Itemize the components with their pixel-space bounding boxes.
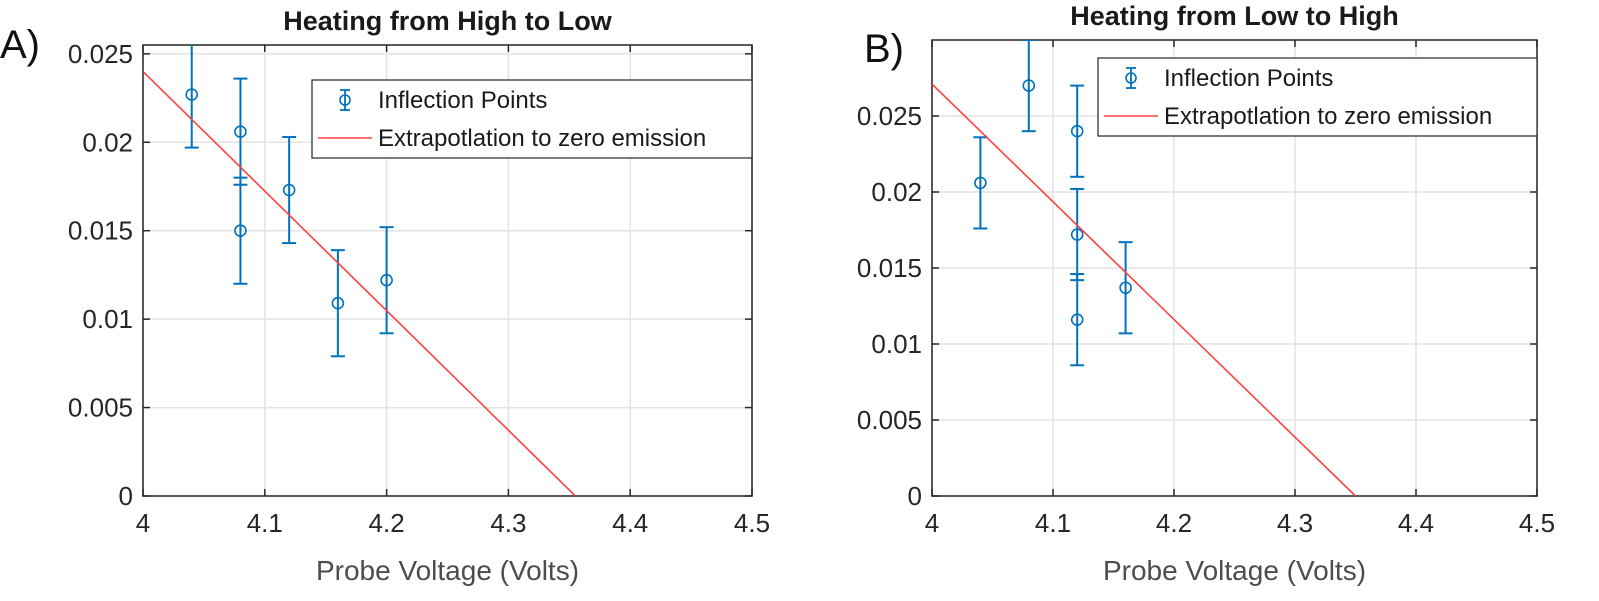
chart-panel-a: 4 4.1 4.2 4.3 4.4 4.5 0 0.005 0.01 0.015 0.02 0.025…: [0, 6, 770, 586]
legend-box: [1097, 57, 1538, 137]
x-tick-label: 4: [925, 508, 939, 538]
x-tick-label: 4.2: [369, 508, 405, 538]
panel-label: A): [0, 23, 40, 67]
y-tick-label: 0: [119, 481, 133, 511]
extrapolation-line: [932, 83, 1357, 496]
panel-label: B): [864, 27, 904, 71]
inflection-point: [330, 249, 345, 358]
y-tick-label: 0.01: [82, 304, 133, 334]
legend: Inflection Points Extrapotlation to zero …: [1097, 57, 1538, 137]
x-tick-label: 4.3: [1277, 508, 1313, 538]
data-marker: [1070, 124, 1084, 138]
x-tick-label: 4.1: [1035, 508, 1071, 538]
y-tick-label: 0.025: [68, 39, 133, 69]
y-tick-label: 0.01: [871, 329, 922, 359]
data-marker: [1070, 313, 1084, 326]
y-tick-label: 0: [908, 481, 922, 511]
inflection-point: [282, 135, 297, 245]
data-marker: [1070, 228, 1084, 241]
data-marker: [185, 88, 199, 101]
x-tick-label: 4.5: [734, 508, 770, 538]
plot-data: [143, 45, 576, 496]
y-tick-label: 0.005: [857, 405, 922, 435]
data-marker: [234, 224, 247, 238]
y-tick-label: 0.015: [857, 253, 922, 283]
x-axis-title: Probe Voltage (Volts): [1103, 555, 1366, 586]
legend-marker-icon: [1125, 72, 1137, 84]
legend: Inflection Points Extrapotlation to zero …: [311, 79, 753, 159]
legend-label: Inflection Points: [378, 87, 547, 114]
data-marker: [234, 125, 247, 138]
data-marker: [380, 273, 393, 287]
inflection-point: [233, 176, 248, 285]
inflection-point: [1021, 40, 1036, 133]
x-axis-title: Probe Voltage (Volts): [316, 555, 579, 586]
data-marker: [974, 176, 987, 190]
legend-marker-icon: [339, 94, 351, 106]
inflection-point: [1070, 273, 1085, 367]
chart-title: Heating from Low to High: [1070, 1, 1398, 31]
data-marker: [331, 296, 345, 310]
legend-box: [311, 79, 753, 159]
chart-title: Heating from High to Low: [283, 6, 612, 36]
x-tick-label: 4.4: [612, 508, 648, 538]
inflection-point: [379, 226, 394, 335]
extrapolation-line: [143, 70, 576, 496]
x-tick-label: 4.3: [490, 508, 526, 538]
legend-label: Inflection Points: [1164, 65, 1333, 92]
inflection-point: [1070, 84, 1085, 178]
x-tick-label: 4.5: [1519, 508, 1555, 538]
chart-panel-b: 4 4.1 4.2 4.3 4.4 4.5 0 0.005 0.01 0.015 0.02 0.025…: [857, 1, 1555, 586]
legend-label: Extrapotlation to zero emission: [378, 125, 706, 152]
data-marker: [1119, 281, 1132, 295]
legend-label: Extrapotlation to zero emission: [1164, 103, 1492, 130]
data-marker: [1022, 79, 1036, 92]
y-tick-label: 0.005: [68, 393, 133, 423]
inflection-point: [973, 136, 988, 230]
y-tick-label: 0.015: [68, 216, 133, 246]
data-marker: [282, 183, 296, 197]
axes-box: [142, 44, 753, 497]
x-tick-label: 4.2: [1156, 508, 1192, 538]
x-tick-label: 4.1: [247, 508, 283, 538]
y-tick-label: 0.02: [871, 177, 922, 207]
plot-data: [932, 40, 1357, 496]
inflection-point: [184, 45, 199, 149]
inflection-point: [1118, 241, 1133, 335]
y-tick-label: 0.02: [82, 127, 133, 157]
y-tick-label: 0.025: [857, 101, 922, 131]
x-tick-label: 4.4: [1398, 508, 1434, 538]
x-tick-label: 4: [136, 508, 150, 538]
